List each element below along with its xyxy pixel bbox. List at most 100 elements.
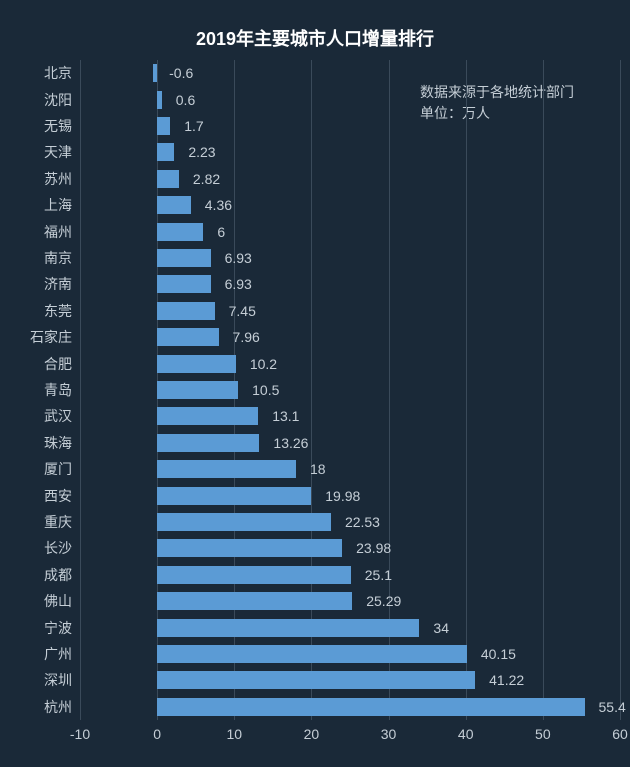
bar — [157, 592, 352, 610]
bar-row: 上海4.36 — [80, 192, 620, 218]
bar-row: 苏州2.82 — [80, 166, 620, 192]
city-label: 北京 — [44, 63, 72, 83]
bar — [157, 566, 351, 584]
bar — [157, 117, 170, 135]
x-tick-label: 10 — [226, 726, 242, 742]
bar-row: 重庆22.53 — [80, 509, 620, 535]
bar — [157, 223, 203, 241]
bar-value-label: 34 — [433, 620, 449, 636]
bar-row: 北京-0.6 — [80, 60, 620, 86]
bar-value-label: 19.98 — [325, 488, 360, 504]
bar-row: 长沙23.98 — [80, 535, 620, 561]
bar — [157, 513, 331, 531]
chart-container: 2019年主要城市人口增量排行 数据来源于各地统计部门 单位：万人 -10010… — [0, 0, 630, 767]
city-label: 深圳 — [44, 670, 72, 690]
bar-row: 无锡1.7 — [80, 113, 620, 139]
gridline — [620, 60, 621, 720]
city-label: 合肥 — [44, 354, 72, 374]
bar-value-label: 4.36 — [205, 197, 232, 213]
bar-value-label: 13.1 — [272, 408, 299, 424]
city-label: 东莞 — [44, 301, 72, 321]
bar-value-label: 18 — [310, 461, 326, 477]
x-tick-label: 30 — [381, 726, 397, 742]
bar-value-label: -0.6 — [169, 65, 193, 81]
bar-value-label: 7.45 — [229, 303, 256, 319]
bar-row: 济南6.93 — [80, 271, 620, 297]
x-tick-label: 0 — [153, 726, 161, 742]
city-label: 苏州 — [44, 169, 72, 189]
x-tick-label: 50 — [535, 726, 551, 742]
bar-row: 成都25.1 — [80, 562, 620, 588]
bar-value-label: 41.22 — [489, 672, 524, 688]
bar — [157, 460, 296, 478]
bar-row: 东莞7.45 — [80, 298, 620, 324]
city-label: 杭州 — [44, 697, 72, 717]
city-label: 济南 — [44, 274, 72, 294]
city-label: 重庆 — [44, 512, 72, 532]
bar-value-label: 25.1 — [365, 567, 392, 583]
x-tick-label: -10 — [70, 726, 90, 742]
bar — [157, 698, 584, 716]
bar-value-label: 55.4 — [599, 699, 626, 715]
bar-value-label: 23.98 — [356, 540, 391, 556]
bar — [157, 487, 311, 505]
bar — [157, 434, 259, 452]
bar-row: 福州6 — [80, 218, 620, 244]
bar — [157, 539, 342, 557]
bar-value-label: 2.82 — [193, 171, 220, 187]
bar — [157, 196, 191, 214]
city-label: 武汉 — [44, 406, 72, 426]
bar-row: 沈阳0.6 — [80, 86, 620, 112]
bar — [157, 249, 210, 267]
bar — [157, 619, 419, 637]
bar-row: 深圳41.22 — [80, 667, 620, 693]
bar — [157, 170, 179, 188]
city-label: 厦门 — [44, 459, 72, 479]
bar-value-label: 6.93 — [225, 276, 252, 292]
bar — [157, 143, 174, 161]
bar — [157, 355, 236, 373]
bar-value-label: 10.5 — [252, 382, 279, 398]
city-label: 南京 — [44, 248, 72, 268]
x-tick-label: 60 — [612, 726, 628, 742]
bar — [157, 302, 214, 320]
bar-row: 南京6.93 — [80, 245, 620, 271]
chart-title: 2019年主要城市人口增量排行 — [0, 25, 630, 51]
bar — [153, 64, 158, 82]
bar-row: 宁波34 — [80, 614, 620, 640]
bar-value-label: 1.7 — [184, 118, 203, 134]
city-label: 西安 — [44, 486, 72, 506]
bar-value-label: 22.53 — [345, 514, 380, 530]
bar-row: 天津2.23 — [80, 139, 620, 165]
bar-value-label: 25.29 — [366, 593, 401, 609]
bar — [157, 407, 258, 425]
bar — [157, 275, 210, 293]
bar-row: 珠海13.26 — [80, 430, 620, 456]
bar-value-label: 13.26 — [273, 435, 308, 451]
city-label: 无锡 — [44, 116, 72, 136]
city-label: 宁波 — [44, 618, 72, 638]
plot-area: -100102030405060北京-0.6沈阳0.6无锡1.7天津2.23苏州… — [80, 60, 620, 720]
x-tick-label: 40 — [458, 726, 474, 742]
bar-value-label: 0.6 — [176, 92, 195, 108]
city-label: 珠海 — [44, 433, 72, 453]
bar-value-label: 40.15 — [481, 646, 516, 662]
bar-value-label: 2.23 — [188, 144, 215, 160]
bar-row: 厦门18 — [80, 456, 620, 482]
bar-value-label: 6 — [217, 224, 225, 240]
bar-row: 广州40.15 — [80, 641, 620, 667]
bar — [157, 91, 162, 109]
city-label: 沈阳 — [44, 90, 72, 110]
bar-row: 石家庄7.96 — [80, 324, 620, 350]
bar — [157, 328, 218, 346]
bar — [157, 645, 467, 663]
bar-value-label: 10.2 — [250, 356, 277, 372]
city-label: 石家庄 — [30, 327, 72, 347]
bar-value-label: 6.93 — [225, 250, 252, 266]
bar-row: 杭州55.4 — [80, 694, 620, 720]
bar-row: 佛山25.29 — [80, 588, 620, 614]
bar-row: 西安19.98 — [80, 482, 620, 508]
bar-row: 合肥10.2 — [80, 350, 620, 376]
bar-row: 武汉13.1 — [80, 403, 620, 429]
bar-value-label: 7.96 — [233, 329, 260, 345]
